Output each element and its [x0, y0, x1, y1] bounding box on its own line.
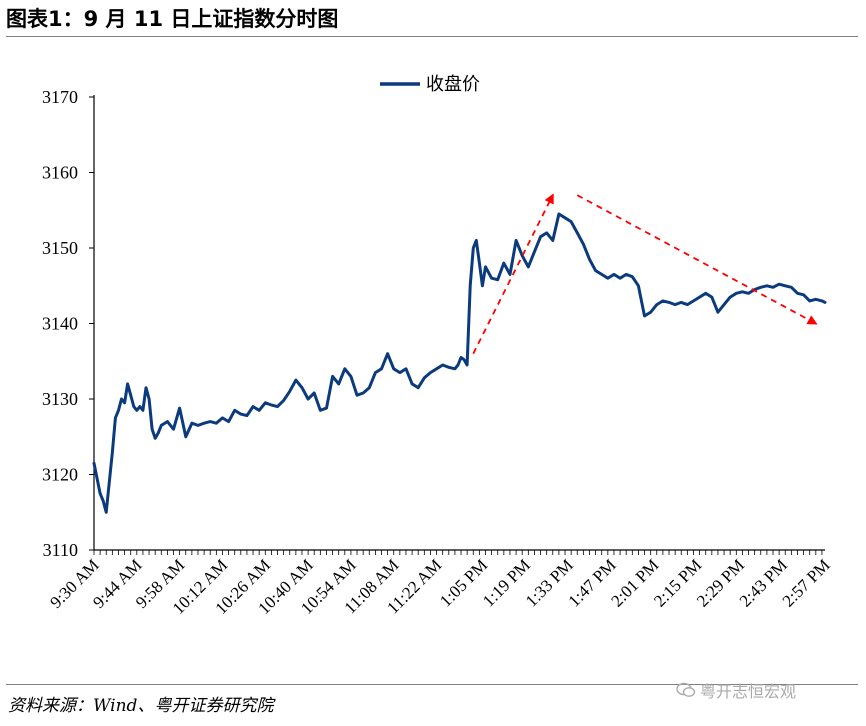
y-tick-label: 3140 [42, 314, 78, 334]
trend-arrow-up [472, 193, 554, 355]
trend-arrows [472, 193, 818, 355]
legend-label: 收盘价 [426, 74, 480, 95]
y-tick-label: 3160 [42, 163, 78, 183]
trend-arrow-down [576, 194, 818, 325]
intraday-line-chart: 3110 3120 3130 3140 3150 3160 3170 9:30 AM9:44… [42, 74, 834, 618]
watermark: 粤开志恒宏观 [676, 678, 796, 702]
x-tick-label: 2:57 PM [779, 555, 834, 610]
series-line-closing-price [92, 212, 827, 514]
y-axis-ticks: 3110 3120 3130 3140 3150 3160 3170 [42, 87, 94, 560]
footer-rule [6, 684, 858, 685]
page-title: 图表1：9 月 11 日上证指数分时图 [6, 7, 339, 31]
chart-legend: 收盘价 [380, 74, 480, 95]
y-tick-label: 3150 [42, 238, 78, 258]
series-layer [92, 212, 827, 514]
chart-axes [93, 95, 825, 551]
x-minor-ticks [93, 550, 823, 555]
y-tick-label: 3170 [42, 87, 78, 107]
watermark-text: 粤开志恒宏观 [700, 682, 797, 701]
source-note: 资料来源：Wind、粤开证券研究院 [8, 696, 274, 716]
y-tick-label: 3110 [43, 540, 78, 560]
y-tick-label: 3130 [42, 389, 78, 409]
y-tick-label: 3120 [42, 465, 78, 485]
header-rule [6, 36, 858, 37]
wechat-icon [676, 682, 696, 697]
